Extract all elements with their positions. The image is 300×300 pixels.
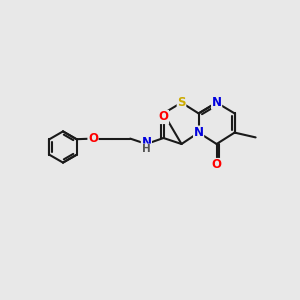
Text: O: O [212, 158, 222, 172]
Text: N: N [141, 136, 152, 149]
Text: N: N [212, 96, 222, 109]
Text: S: S [177, 96, 186, 109]
Text: O: O [88, 132, 98, 145]
Text: N: N [194, 126, 204, 139]
Text: H: H [142, 144, 151, 154]
Text: O: O [158, 110, 169, 124]
